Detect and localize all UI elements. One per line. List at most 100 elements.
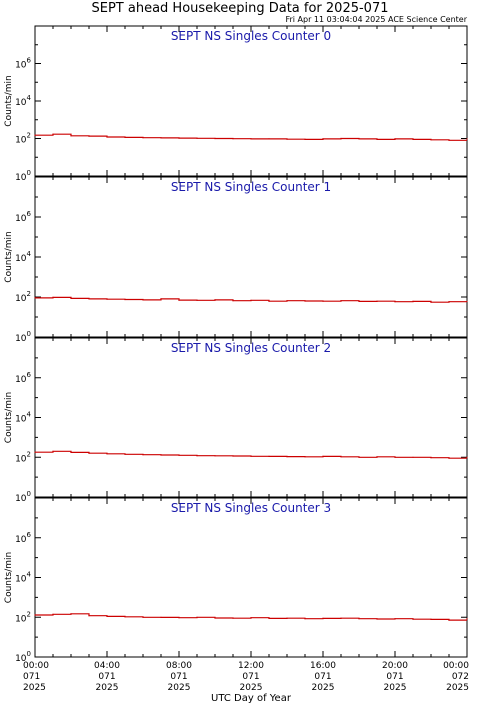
data-point	[34, 297, 36, 299]
data-point	[322, 617, 324, 620]
data-point	[268, 300, 270, 302]
data-point	[376, 456, 378, 458]
y-tick-label: 104	[15, 94, 31, 108]
data-point	[124, 298, 126, 301]
data-point	[250, 455, 252, 457]
data-point	[304, 138, 306, 140]
data-point	[196, 299, 198, 301]
data-point	[358, 618, 360, 620]
data-point	[88, 298, 90, 300]
x-tick-doy: 072	[452, 672, 469, 682]
data-point	[448, 301, 450, 303]
x-tick-time: 12:00	[238, 661, 264, 671]
data-point	[304, 456, 306, 458]
data-point	[160, 454, 162, 456]
data-point	[340, 456, 342, 458]
panel-frame	[34, 176, 468, 338]
data-point	[106, 298, 108, 300]
data-point	[124, 136, 126, 138]
panel-frame	[34, 497, 468, 658]
panel-frame	[34, 25, 468, 177]
data-point	[106, 615, 108, 618]
y-tick-label: 104	[15, 411, 31, 425]
data-point	[448, 619, 450, 621]
data-point	[124, 616, 126, 618]
data-point	[250, 617, 252, 619]
panel-title: SEPT NS Singles Counter 1	[171, 180, 331, 194]
data-point	[358, 456, 360, 458]
data-point	[70, 451, 72, 453]
y-axis-label: Counts/min	[4, 75, 14, 126]
counter-trace-3	[35, 613, 467, 621]
data-point	[304, 618, 306, 620]
data-point	[106, 136, 108, 138]
data-point	[340, 617, 342, 619]
x-tick-year: 2025	[312, 683, 335, 693]
data-point	[466, 300, 468, 302]
y-tick-label: 104	[15, 250, 31, 264]
y-tick-label: 102	[15, 132, 31, 146]
x-tick-year: 2025	[96, 683, 119, 693]
y-tick-label: 106	[15, 210, 31, 224]
data-point	[160, 137, 162, 139]
data-point	[466, 618, 468, 620]
y-axis-label: Counts/min	[4, 231, 14, 282]
data-point	[214, 455, 216, 457]
x-tick-doy: 071	[98, 672, 115, 682]
data-point	[142, 616, 144, 618]
y-tick-label: 100	[15, 330, 31, 344]
data-point	[106, 453, 108, 455]
x-tick-time: 16:00	[310, 661, 336, 671]
data-point	[412, 618, 414, 620]
x-tick-year: 2025	[23, 683, 46, 693]
data-point	[214, 299, 216, 301]
data-point	[430, 457, 432, 459]
data-point	[358, 300, 360, 302]
x-tick-time: 00:00	[443, 661, 469, 671]
x-tick-time: 08:00	[166, 661, 192, 671]
data-point	[250, 138, 252, 140]
data-point	[88, 615, 90, 617]
data-point	[376, 618, 378, 620]
data-point	[178, 617, 180, 619]
x-tick-doy: 071	[23, 672, 40, 682]
y-tick-label: 106	[15, 371, 31, 385]
data-point	[232, 300, 234, 302]
data-point	[394, 138, 396, 140]
panel-title: SEPT NS Singles Counter 2	[171, 341, 331, 355]
panel-title: SEPT NS Singles Counter 3	[171, 501, 331, 515]
data-point	[340, 137, 342, 140]
data-point	[232, 138, 234, 140]
data-point	[214, 617, 216, 619]
data-point	[232, 617, 234, 619]
data-point	[412, 456, 414, 458]
data-point	[232, 455, 234, 457]
data-point	[52, 450, 54, 452]
x-tick-time: 00:00	[23, 661, 49, 671]
x-tick-doy: 071	[314, 672, 331, 682]
data-point	[142, 137, 144, 139]
data-point	[286, 617, 288, 619]
x-axis-labels: 00:00071202504:00071202508:00071202512:0…	[23, 661, 469, 693]
data-point	[178, 454, 180, 456]
data-point	[286, 138, 288, 140]
x-tick-year: 2025	[384, 683, 407, 693]
x-tick-doy: 071	[386, 672, 403, 682]
data-point	[412, 300, 414, 302]
y-axis-label: Counts/min	[4, 552, 14, 603]
y-tick-label: 100	[15, 650, 31, 664]
data-point	[376, 300, 378, 302]
data-point	[322, 455, 324, 457]
counter-trace-2	[35, 450, 467, 459]
data-point	[304, 300, 306, 302]
data-point	[34, 134, 36, 136]
figure-timestamp: Fri Apr 11 03:04:04 2025 ACE Science Cen…	[285, 15, 467, 24]
data-point	[70, 135, 72, 137]
data-point	[358, 138, 360, 140]
